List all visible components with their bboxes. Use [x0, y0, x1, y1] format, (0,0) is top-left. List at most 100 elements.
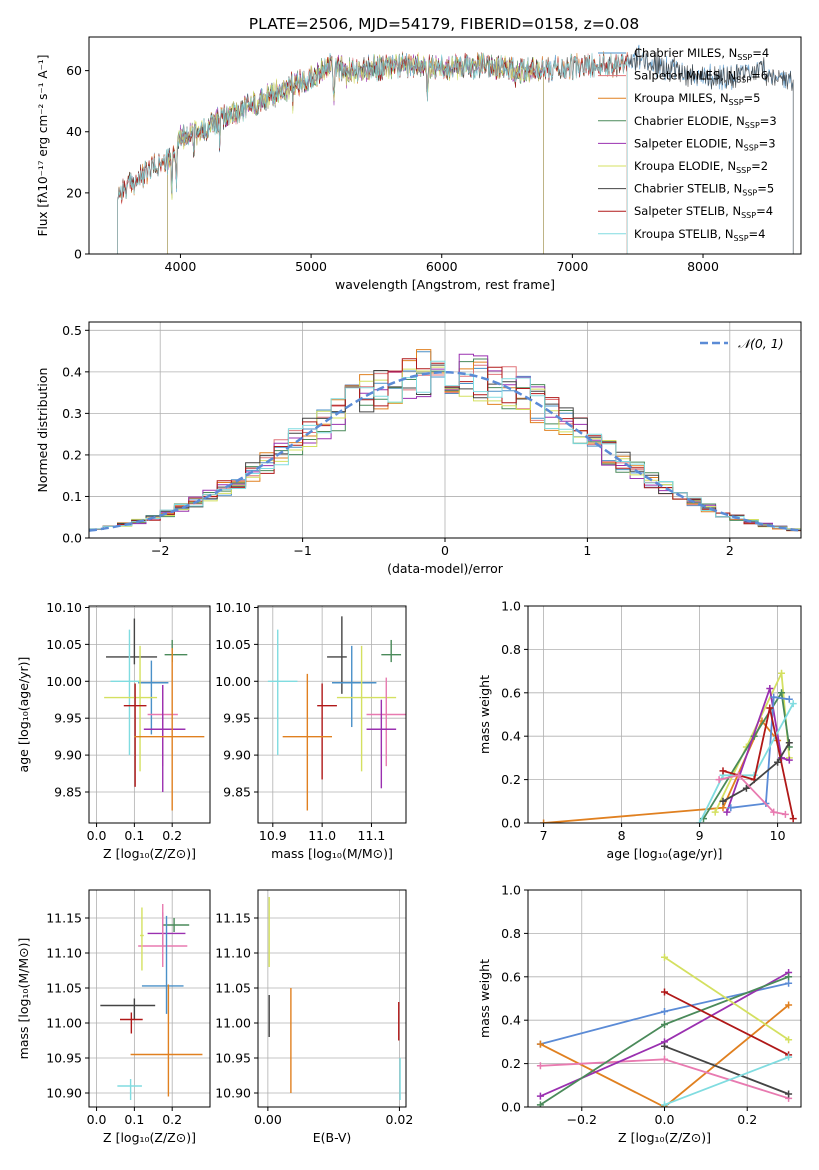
mass-weight-marker — [719, 797, 727, 805]
age_vs_mass-frame: 10.9 11.0 11.1 9.85 9.90 9.95 10.00 10.05 10.10 m… — [215, 600, 407, 861]
x-tick-label: 0 — [441, 543, 449, 558]
errorbar-point — [143, 684, 186, 792]
x-tick-label: 5000 — [295, 259, 327, 274]
y-tick-label: 0.0 — [501, 816, 521, 831]
axes-frame — [88, 605, 211, 824]
errorbar-point — [366, 699, 397, 789]
mass_vs_Z-frame: 0.0 0.1 0.2 10.90 10.95 11.00 11.05 11.10 11.15 Z… — [46, 889, 211, 1145]
spectrum-series-line — [167, 53, 544, 254]
y-tick-label: 11.10 — [215, 946, 251, 961]
massweight_vs_age-frame: 7 8 9 10 0.0 0.2 0.4 0.6 0.8 1.0 age [log₁₀(age/yr… — [501, 599, 802, 861]
legend-label: Salpeter STELIB, NSSP=4 — [634, 204, 773, 220]
mass-weight-marker — [727, 804, 735, 812]
mass-weight-marker — [785, 979, 793, 987]
y-tick-label: 0.0 — [501, 1100, 521, 1115]
x-axis-label: wavelength [Angstrom, rest frame] — [335, 277, 555, 292]
x-tick-label: 10.9 — [259, 828, 287, 843]
errorbar-point — [336, 645, 397, 772]
y-tick-label: 1.0 — [501, 599, 521, 614]
legend-label-sub: SSP — [736, 166, 751, 175]
x-tick-label: −1 — [293, 543, 311, 558]
age_vs_Z-frame: 0.0 0.1 0.2 9.85 9.90 9.95 10.00 10.05 10.10 Z [l… — [46, 600, 211, 861]
legend-label-tail: =5 — [744, 91, 761, 105]
mass-weight-marker — [661, 1021, 668, 1029]
y-tick-label: 1.0 — [501, 883, 521, 898]
x-tick-label: 0.2 — [162, 1112, 182, 1127]
y-tick-label: 10.90 — [215, 1086, 251, 1101]
y-tick-label: 0.2 — [501, 1056, 521, 1071]
y-tick-label: 11.15 — [215, 911, 251, 926]
errorbar-point — [117, 1079, 142, 1100]
mass-weight-marker — [661, 1101, 668, 1107]
x-tick-label: 2 — [726, 543, 734, 558]
x-tick-label: 4000 — [165, 259, 197, 274]
x-tick-label: 0.00 — [254, 1112, 282, 1127]
x-axis-label: E(B-V) — [313, 1130, 352, 1145]
y-tick-label: 11.00 — [46, 1016, 82, 1031]
legend-label-main: Kroupa STELIB, N — [634, 227, 734, 241]
mass-weight-marker — [770, 693, 778, 701]
x-tick-label: −2 — [151, 543, 169, 558]
legend-label-main: Kroupa MILES, N — [634, 91, 729, 105]
y-axis-label: Normed distribution — [35, 368, 50, 493]
mass-weight-marker — [715, 776, 723, 784]
y-tick-label: 11.00 — [215, 1016, 251, 1031]
mass-weight-marker — [719, 767, 727, 775]
mass-weight-line — [664, 956, 790, 1041]
mass-weight-marker — [778, 689, 785, 697]
errorbar-point — [140, 907, 144, 971]
legend-label-sub: SSP — [744, 143, 759, 152]
mass-weight-marker — [785, 973, 793, 981]
errorbar-point — [366, 677, 406, 767]
residuals-frame: −2 −1 0 1 2 0.0 0.1 0.2 0.3 0.4 0.5 (data-model)/er… — [62, 321, 802, 576]
mass-weight-line — [730, 696, 790, 809]
x-tick-label: 8000 — [687, 259, 719, 274]
errorbar-point — [332, 645, 377, 728]
y-tick-label: 0.0 — [62, 531, 82, 546]
legend-label-tail: =5 — [757, 182, 774, 196]
legend-label-sub: SSP — [741, 211, 756, 220]
x-tick-label: 0.1 — [124, 1112, 144, 1127]
mass-weight-marker — [789, 700, 797, 708]
legend-label: Chabrier MILES, NSSP=4 — [634, 46, 769, 62]
errorbar-point — [104, 645, 158, 772]
mass-weight-marker — [785, 695, 793, 703]
errorbar-point — [141, 915, 184, 1014]
y-tick-label: 9.95 — [54, 711, 82, 726]
age_vs_mass-points — [267, 616, 406, 811]
x-tick-label: 0.0 — [87, 828, 107, 843]
mass-weight-marker — [661, 988, 668, 996]
y-tick-label: 10.00 — [46, 674, 82, 689]
legend-label-main: Salpeter ELODIE, N — [634, 136, 744, 150]
x-tick-label: 0.1 — [124, 828, 144, 843]
errorbar-point — [267, 629, 298, 756]
legend-label-sub: SSP — [734, 234, 749, 243]
mass-weight-marker — [789, 815, 797, 823]
legend-label: 𝒩(0, 1) — [738, 336, 784, 351]
legend-label: Kroupa STELIB, NSSP=4 — [634, 227, 765, 243]
y-axis-label: mass [log₁₀(M/M⊙)] — [16, 938, 31, 1060]
y-tick-label: 11.05 — [215, 981, 251, 996]
y-tick-label: 9.90 — [223, 748, 251, 763]
x-axis-label: (data-model)/error — [387, 561, 504, 576]
y-tick-label: 0.4 — [62, 364, 82, 379]
y-tick-label: 9.85 — [223, 785, 251, 800]
legend-label-tail: =3 — [759, 136, 776, 150]
histogram-group — [88, 349, 801, 532]
x-tick-label: 7 — [540, 828, 548, 843]
legend-label-tail: =3 — [760, 114, 777, 128]
mass-weight-marker — [785, 1001, 793, 1009]
axes-frame — [527, 605, 802, 824]
mass-weight-line — [664, 991, 790, 1056]
y-tick-label: 9.90 — [54, 748, 82, 763]
legend-label-main: Kroupa ELODIE, N — [634, 159, 736, 173]
mass-weight-marker — [735, 771, 743, 779]
errorbar-point — [317, 683, 337, 780]
spectrum-series-line — [167, 52, 544, 254]
legend-label: Kroupa ELODIE, NSSP=2 — [634, 159, 768, 175]
axes-frame — [88, 36, 802, 255]
mass-weight-line — [664, 1056, 789, 1106]
y-tick-label: 0.4 — [501, 729, 521, 744]
x-axis-label: Z [log₁₀(Z/Z⊙)] — [103, 1130, 196, 1145]
y-tick-label: 0.8 — [501, 926, 521, 941]
